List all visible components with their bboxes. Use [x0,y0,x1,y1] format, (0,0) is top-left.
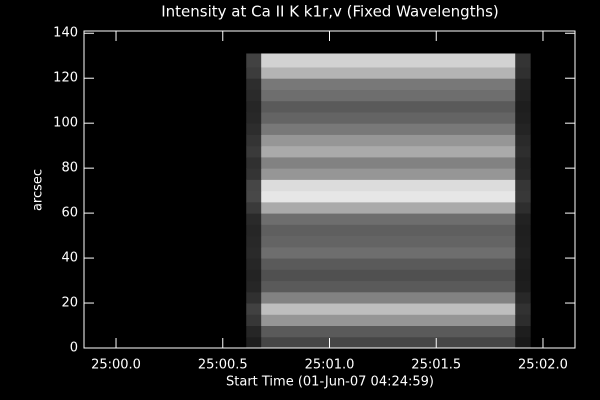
y-tick-label: 140 [53,26,78,41]
heatmap-cell [261,123,516,135]
heatmap-cell [515,53,531,68]
y-tick-label: 20 [61,296,78,311]
x-tick-label: 25:01.0 [305,358,355,373]
heatmap-cell [261,246,516,259]
y-tick-label: 100 [53,116,78,131]
heatmap-cell [261,100,516,113]
heatmap-cell [261,336,516,349]
heatmap-cell [515,111,531,124]
x-tick-label: 25:00.5 [198,358,248,373]
heatmap-cell [261,53,516,68]
y-tick-label: 0 [70,341,78,356]
heatmap-cell [261,235,516,248]
x-tick-label: 25:00.0 [91,358,141,373]
heatmap-cell [246,78,262,90]
heatmap-cell [246,258,262,270]
heatmap-cell [246,201,262,214]
heatmap-cell [515,190,531,203]
heatmap-cell [261,168,516,180]
heatmap-cell [515,280,531,293]
y-axis-label: arcsec [31,169,46,211]
x-tick-label: 25:01.5 [411,358,461,373]
heatmap-cell [515,201,531,214]
heatmap-cell [261,224,516,237]
heatmap-cell [246,235,262,248]
heatmap-cell [246,224,262,237]
heatmap-cell [515,89,531,102]
heatmap-cell [261,78,516,90]
heatmap-cell [246,325,262,338]
heatmap-cell [261,291,516,304]
heatmap-cell [246,190,262,203]
heatmap-cell [515,336,531,349]
heatmap-cell [515,66,531,79]
heatmap-cell [261,258,516,270]
heatmap-cell [515,246,531,259]
heatmap-cell [246,134,262,147]
heatmap-cell [515,235,531,248]
heatmap-cell [246,336,262,349]
heatmap-cell [261,190,516,203]
heatmap-cell [246,53,262,68]
heatmap-cell [246,314,262,327]
heatmap-cell [261,201,516,214]
heatmap-cell [515,303,531,315]
heatmap-cell [515,156,531,169]
heatmap-cell [515,134,531,147]
heatmap-cell [261,325,516,338]
heatmap-cell [246,156,262,169]
heatmap-cell [515,258,531,270]
heatmap-cell [246,179,262,192]
y-tick-label: 120 [53,71,78,86]
heatmap-cell [246,168,262,180]
heatmap-cell [261,111,516,124]
heatmap-cell [515,325,531,338]
heatmap-cell [246,291,262,304]
heatmap-cell [261,89,516,102]
heatmap-cell [246,111,262,124]
heatmap-cell [261,269,516,282]
heatmap-cell [261,213,516,225]
heatmap-cell [515,179,531,192]
y-tick-label: 60 [61,206,78,221]
heatmap-cell [261,179,516,192]
heatmap-cell [515,168,531,180]
heatmap-cell [261,66,516,79]
heatmap-cell [246,246,262,259]
heatmap-cell [246,213,262,225]
heatmap-cell [515,314,531,327]
heatmap-cell [246,123,262,135]
heatmap-cell [515,78,531,90]
heatmap-cell [261,134,516,147]
heatmap-cell [246,280,262,293]
heatmap-cell [515,145,531,158]
x-tick-label: 25:02.0 [518,358,568,373]
heatmap-cell [261,145,516,158]
heatmap-cell [261,314,516,327]
heatmap-cell [515,269,531,282]
heatmap-cell [246,100,262,113]
heatmap-cell [246,145,262,158]
heatmap-cell [246,89,262,102]
y-tick-label: 40 [61,251,78,266]
y-tick-label: 80 [61,161,78,176]
heatmap-cell [261,156,516,169]
heatmap-cell [515,213,531,225]
heatmap-cell [246,66,262,79]
heatmap-cell [246,269,262,282]
heatmap-cell [246,303,262,315]
heatmap-cell [261,280,516,293]
heatmap-cell [515,100,531,113]
chart-title: Intensity at Ca II K k1r,v (Fixed Wavele… [161,3,499,21]
x-axis-label: Start Time (01-Jun-07 04:24:59) [226,375,434,390]
heatmap-cell [261,303,516,315]
heatmap-cell [515,123,531,135]
heatmap-cell [515,224,531,237]
heatmap-cell [515,291,531,304]
